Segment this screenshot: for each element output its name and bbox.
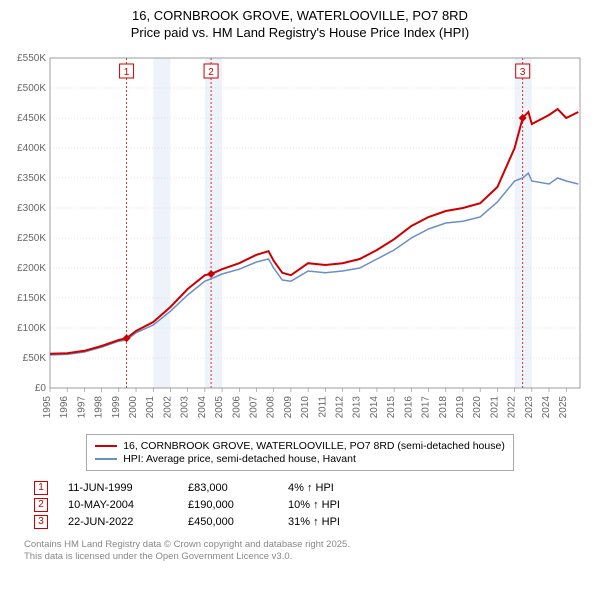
svg-text:1995: 1995 bbox=[42, 395, 53, 418]
svg-text:£550K: £550K bbox=[17, 53, 46, 64]
title-line2: Price paid vs. HM Land Registry's House … bbox=[10, 25, 590, 42]
svg-text:2025: 2025 bbox=[558, 395, 569, 418]
chart-container: 16, CORNBROOK GROVE, WATERLOOVILLE, PO7 … bbox=[0, 0, 600, 573]
legend-item: HPI: Average price, semi-detached house,… bbox=[95, 453, 505, 465]
svg-text:2023: 2023 bbox=[524, 395, 535, 418]
svg-text:£500K: £500K bbox=[17, 83, 46, 94]
svg-text:£350K: £350K bbox=[17, 173, 46, 184]
event-note: 31% ↑ HPI bbox=[288, 516, 340, 528]
event-date: 10-MAY-2004 bbox=[68, 499, 168, 511]
svg-text:2020: 2020 bbox=[472, 395, 483, 418]
legend-item: 16, CORNBROOK GROVE, WATERLOOVILLE, PO7 … bbox=[95, 440, 505, 452]
svg-text:1: 1 bbox=[124, 67, 130, 78]
svg-text:£300K: £300K bbox=[17, 203, 46, 214]
chart: £0 £50K £100K £150K £200K £250K £300K £350K £400… bbox=[10, 48, 590, 428]
legend-swatch bbox=[95, 458, 117, 460]
event-marker: 3 bbox=[34, 515, 48, 529]
event-date: 11-JUN-1999 bbox=[68, 482, 168, 494]
event-price: £190,000 bbox=[188, 499, 268, 511]
event-price: £450,000 bbox=[188, 516, 268, 528]
svg-text:£50K: £50K bbox=[23, 353, 47, 364]
event-note: 4% ↑ HPI bbox=[288, 482, 334, 494]
event-row: 1 11-JUN-1999 £83,000 4% ↑ HPI bbox=[34, 481, 590, 495]
event-marker: 2 bbox=[34, 498, 48, 512]
event-price: £83,000 bbox=[188, 482, 268, 494]
svg-text:1998: 1998 bbox=[94, 395, 105, 418]
svg-text:2000: 2000 bbox=[128, 395, 139, 418]
svg-text:2008: 2008 bbox=[266, 395, 277, 418]
title-block: 16, CORNBROOK GROVE, WATERLOOVILLE, PO7 … bbox=[10, 8, 590, 42]
svg-text:2: 2 bbox=[208, 67, 214, 78]
event-row: 2 10-MAY-2004 £190,000 10% ↑ HPI bbox=[34, 498, 590, 512]
svg-text:£100K: £100K bbox=[17, 323, 46, 334]
event-row: 3 22-JUN-2022 £450,000 31% ↑ HPI bbox=[34, 515, 590, 529]
svg-text:2006: 2006 bbox=[231, 395, 242, 418]
svg-text:2003: 2003 bbox=[180, 395, 191, 418]
footer-attribution: Contains HM Land Registry data © Crown c… bbox=[24, 539, 590, 564]
svg-text:2014: 2014 bbox=[369, 395, 380, 418]
svg-text:1996: 1996 bbox=[59, 395, 70, 418]
svg-text:1997: 1997 bbox=[76, 395, 87, 418]
svg-text:2021: 2021 bbox=[489, 395, 500, 418]
svg-text:2024: 2024 bbox=[541, 395, 552, 418]
title-line1: 16, CORNBROOK GROVE, WATERLOOVILLE, PO7 … bbox=[10, 8, 590, 25]
event-date: 22-JUN-2022 bbox=[68, 516, 168, 528]
legend-label: 16, CORNBROOK GROVE, WATERLOOVILLE, PO7 … bbox=[123, 440, 505, 452]
svg-text:£0: £0 bbox=[35, 383, 47, 394]
legend-label: HPI: Average price, semi-detached house,… bbox=[123, 453, 356, 465]
svg-text:£250K: £250K bbox=[17, 233, 46, 244]
svg-text:2012: 2012 bbox=[335, 395, 346, 418]
svg-text:2007: 2007 bbox=[248, 395, 259, 418]
svg-text:2001: 2001 bbox=[145, 395, 156, 418]
svg-text:3: 3 bbox=[520, 67, 526, 78]
legend: 16, CORNBROOK GROVE, WATERLOOVILLE, PO7 … bbox=[86, 434, 514, 471]
svg-text:1999: 1999 bbox=[111, 395, 122, 418]
svg-text:2002: 2002 bbox=[162, 395, 173, 418]
svg-text:2005: 2005 bbox=[214, 395, 225, 418]
svg-text:2016: 2016 bbox=[403, 395, 414, 418]
svg-text:£400K: £400K bbox=[17, 143, 46, 154]
svg-text:2018: 2018 bbox=[438, 395, 449, 418]
svg-text:2015: 2015 bbox=[386, 395, 397, 418]
svg-text:2017: 2017 bbox=[421, 395, 432, 418]
legend-swatch bbox=[95, 445, 117, 447]
footer-line2: This data is licensed under the Open Gov… bbox=[24, 551, 590, 563]
event-note: 10% ↑ HPI bbox=[288, 499, 340, 511]
svg-text:2004: 2004 bbox=[197, 395, 208, 418]
svg-text:2011: 2011 bbox=[317, 395, 328, 417]
footer-line1: Contains HM Land Registry data © Crown c… bbox=[24, 539, 590, 551]
svg-text:£200K: £200K bbox=[17, 263, 46, 274]
event-table: 1 11-JUN-1999 £83,000 4% ↑ HPI 2 10-MAY-2004 £… bbox=[34, 481, 590, 529]
svg-text:2010: 2010 bbox=[300, 395, 311, 418]
svg-text:2009: 2009 bbox=[283, 395, 294, 418]
svg-text:2013: 2013 bbox=[352, 395, 363, 418]
svg-text:2019: 2019 bbox=[455, 395, 466, 418]
svg-text:£150K: £150K bbox=[17, 293, 46, 304]
svg-text:2022: 2022 bbox=[507, 395, 518, 418]
event-marker: 1 bbox=[34, 481, 48, 495]
chart-svg: £0 £50K £100K £150K £200K £250K £300K £350K £400… bbox=[10, 48, 590, 428]
svg-text:£450K: £450K bbox=[17, 113, 46, 124]
